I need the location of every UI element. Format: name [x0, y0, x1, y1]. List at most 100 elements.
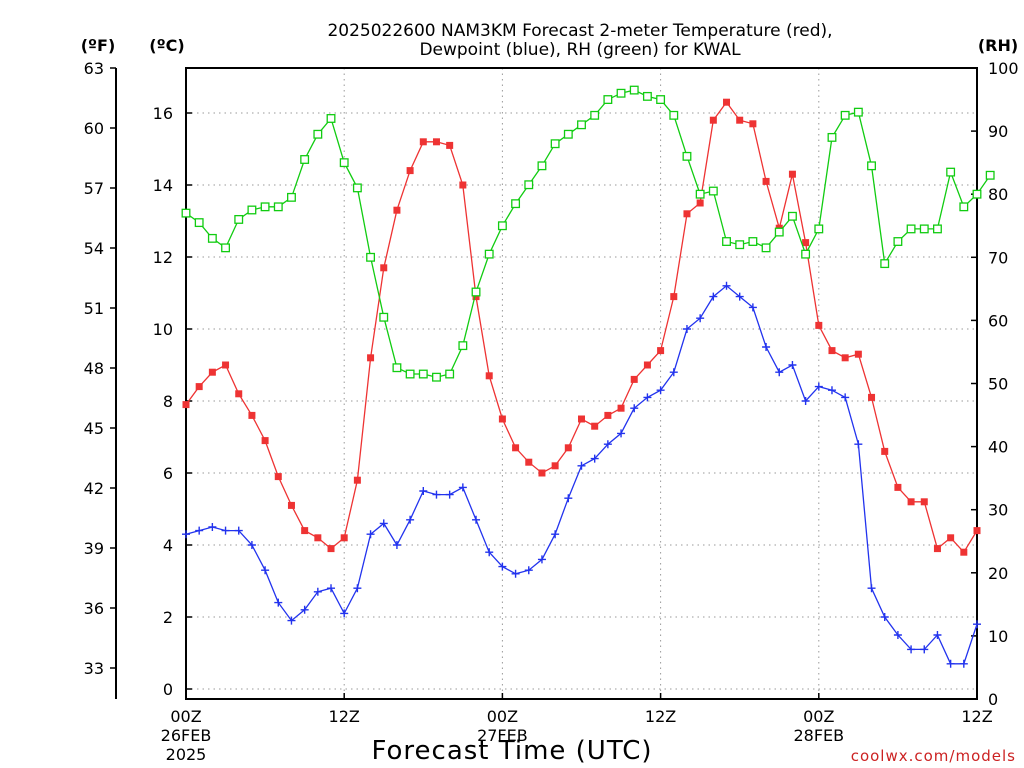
- fahrenheit-tick-label: 36: [84, 599, 104, 618]
- temperature-point: [314, 534, 322, 542]
- dewpoint-point: [445, 490, 454, 499]
- temperature-point: [973, 527, 981, 535]
- temperature-point: [274, 473, 282, 481]
- temperature-point: [446, 141, 454, 149]
- rh-point: [946, 167, 956, 177]
- dewpoint-point: [234, 526, 243, 535]
- rh-point: [194, 218, 204, 228]
- celsius-axis-unit: (ºC): [149, 36, 184, 55]
- dewpoint-point: [511, 569, 520, 578]
- x-tick-label: 00Z: [170, 707, 201, 726]
- dewpoint-point: [643, 393, 652, 402]
- celsius-tick-label: 2: [163, 608, 173, 627]
- rh-point: [313, 129, 323, 139]
- rh-point: [708, 186, 718, 196]
- rh-point: [392, 363, 402, 373]
- rh-point: [339, 158, 349, 168]
- rh-point: [748, 237, 758, 246]
- celsius-tick-label: 0: [163, 680, 173, 699]
- dewpoint-point: [920, 645, 929, 654]
- rh-point: [603, 95, 613, 104]
- temperature-point: [235, 390, 243, 398]
- dewpoint-point: [340, 609, 349, 618]
- dewpoint-point: [274, 598, 283, 607]
- fahrenheit-tick-label: 33: [84, 659, 104, 678]
- celsius-tick-label: 14: [153, 176, 173, 195]
- dewpoint-point: [221, 526, 230, 535]
- rh-tick-label: 30: [988, 501, 1008, 520]
- x-tick-label: 00Z: [487, 707, 518, 726]
- rh-point: [616, 88, 626, 98]
- dewpoint-point: [696, 314, 705, 323]
- rh-tick-label: 90: [988, 122, 1008, 141]
- dewpoint-point: [946, 659, 955, 668]
- x-tick-label: 12Z: [329, 707, 360, 726]
- dewpoint-point: [379, 519, 388, 528]
- x-tick-date-label: 28FEB: [793, 726, 844, 745]
- temperature-point: [248, 411, 256, 419]
- chart-title-line-2: Dewpoint (blue), RH (green) for KWAL: [419, 40, 741, 60]
- rh-tick-label: 50: [988, 375, 1008, 394]
- fahrenheit-tick-label: 45: [84, 419, 104, 438]
- x-tick-date-label: 26FEB: [161, 726, 212, 745]
- rh-point: [366, 252, 376, 262]
- temperature-point: [947, 534, 955, 542]
- celsius-tick-label: 4: [163, 536, 173, 555]
- dewpoint-point: [603, 440, 612, 449]
- rh-point: [919, 224, 929, 234]
- temperature-point: [525, 458, 533, 466]
- temperature-point: [406, 167, 414, 175]
- rh-point: [352, 183, 362, 193]
- temperature-point: [472, 293, 480, 301]
- rh-point: [300, 155, 310, 164]
- temperature-point: [933, 545, 941, 553]
- x-tick-year-label: 2025: [166, 745, 207, 764]
- dewpoint-point: [933, 631, 942, 639]
- rh-point: [774, 227, 784, 237]
- dewpoint-point: [854, 440, 863, 449]
- temperature-point: [459, 181, 467, 189]
- temperature-point: [643, 361, 651, 369]
- temperature-point: [868, 393, 876, 401]
- celsius-tick-label: 12: [153, 248, 173, 267]
- rh-tick-label: 70: [988, 248, 1008, 267]
- rh-point: [181, 208, 191, 218]
- rh-point: [563, 129, 573, 139]
- temperature-point: [960, 548, 968, 556]
- celsius-tick-label: 16: [153, 104, 173, 123]
- rh-point: [801, 249, 811, 259]
- rh-point: [260, 202, 270, 212]
- dewpoint-point: [327, 584, 336, 593]
- temperature-point: [380, 264, 388, 272]
- temperature-point: [367, 354, 375, 362]
- dewpoint-point: [261, 566, 270, 575]
- dewpoint-point: [682, 325, 691, 333]
- rh-point: [840, 110, 850, 120]
- series-layer: [181, 85, 995, 668]
- temperature-point: [894, 483, 902, 491]
- temperature-point: [881, 447, 889, 455]
- fahrenheit-tick-label: 48: [84, 359, 104, 378]
- temperature-point: [222, 361, 230, 369]
- dewpoint-point: [959, 659, 968, 668]
- dewpoint-point: [893, 631, 902, 639]
- rh-tick-label: 80: [988, 185, 1008, 204]
- rh-point: [682, 151, 692, 161]
- dewpoint-point: [195, 526, 204, 535]
- rh-point: [695, 189, 705, 199]
- rh-point: [906, 224, 916, 234]
- temperature-point: [723, 98, 731, 106]
- temperature-point: [432, 138, 440, 146]
- rh-axis-unit: (RH): [978, 36, 1018, 55]
- rh-point: [577, 120, 586, 130]
- dewpoint-point: [748, 303, 757, 312]
- rh-point: [853, 107, 863, 117]
- celsius-tick-label: 10: [153, 320, 173, 339]
- temperature-line: [185, 101, 978, 554]
- temperature-point: [657, 347, 665, 355]
- rh-line: [185, 89, 991, 378]
- dewpoint-point: [762, 343, 771, 351]
- rh-point: [471, 287, 481, 297]
- temperature-point: [907, 498, 915, 506]
